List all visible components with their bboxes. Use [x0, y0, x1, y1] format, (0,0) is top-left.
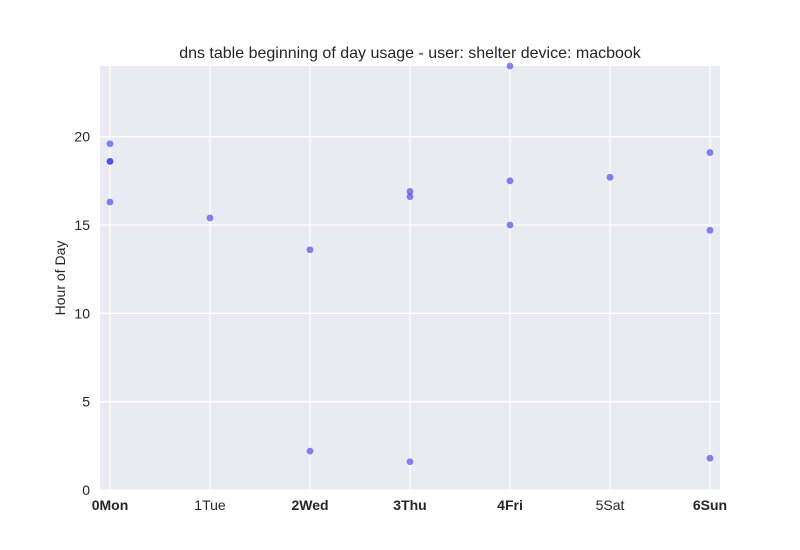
data-point: [306, 246, 314, 254]
data-points: [106, 62, 714, 466]
y-tick-labels: 0 5 10 15 20: [74, 129, 90, 498]
data-point: [206, 214, 214, 222]
grid-lines: [100, 66, 720, 491]
data-point: [106, 198, 114, 206]
data-point: [706, 454, 714, 462]
x-tick-label: 4Fri: [497, 497, 523, 513]
x-tick-label: 2Wed: [291, 497, 328, 513]
x-tick-label: 0Mon: [92, 497, 129, 513]
data-point: [706, 226, 714, 234]
x-tick-label: 3Thu: [393, 497, 426, 513]
data-point: [306, 447, 314, 455]
chart-title: dns table beginning of day usage - user:…: [179, 45, 642, 62]
x-tick-labels: 0Mon 1Tue 2Wed 3Thu 4Fri 5Sat 6Sun: [92, 497, 727, 513]
data-point: [406, 193, 414, 201]
data-point: [406, 458, 414, 466]
y-tick-label: 10: [74, 305, 90, 321]
y-tick-label: 15: [74, 217, 90, 233]
data-point: [106, 140, 114, 148]
data-point: [506, 177, 514, 185]
y-axis-label: Hour of Day: [52, 241, 68, 316]
data-point: [406, 188, 414, 195]
x-tick-label: 6Sun: [693, 497, 727, 513]
y-tick-label: 5: [82, 394, 90, 410]
data-point: [506, 221, 514, 229]
y-tick-label: 20: [74, 129, 90, 145]
data-point: [506, 62, 514, 70]
data-point: [606, 173, 614, 181]
x-tick-label: 1Tue: [194, 497, 226, 513]
y-tick-label: 0: [82, 482, 90, 498]
x-tick-label: 5Sat: [596, 497, 625, 513]
data-point: [106, 158, 114, 165]
data-point: [706, 149, 714, 156]
